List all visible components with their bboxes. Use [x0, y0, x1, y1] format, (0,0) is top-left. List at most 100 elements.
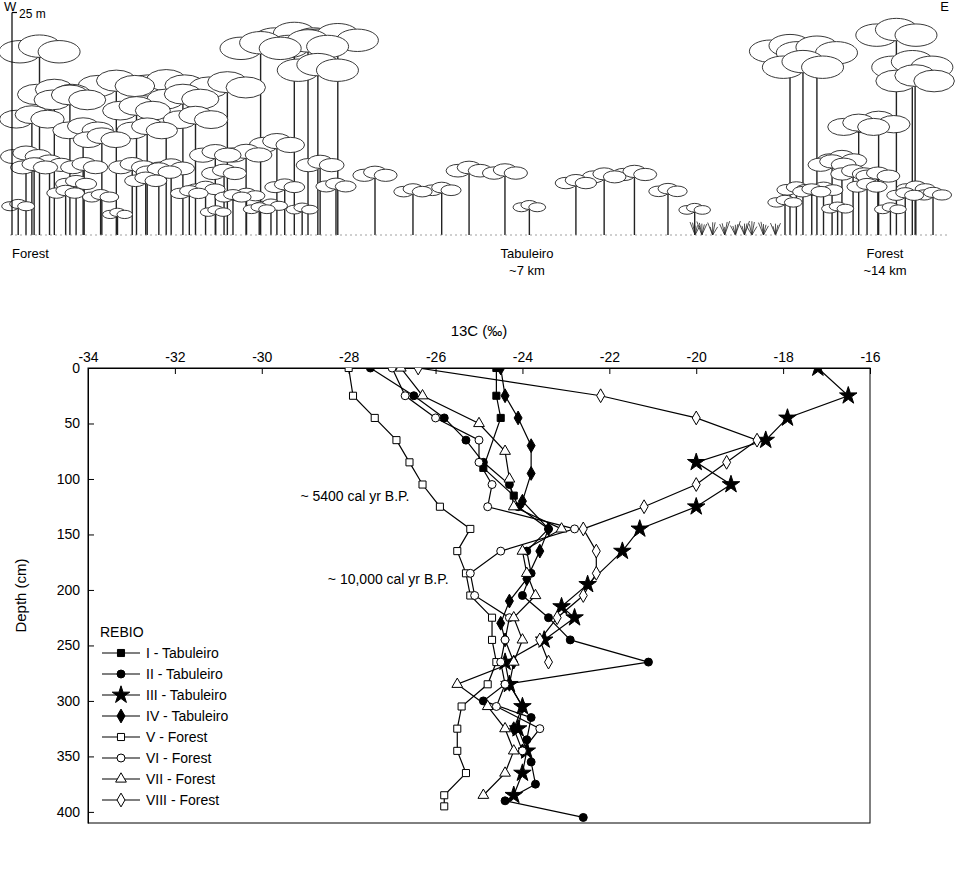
grass-blade — [752, 227, 757, 235]
marker — [553, 597, 570, 614]
tree — [876, 65, 955, 235]
marker — [505, 594, 513, 608]
legend-label: VIII - Forest — [146, 792, 219, 808]
legend-entry: VII - Forest — [102, 771, 215, 787]
tree — [286, 203, 318, 235]
trunk — [18, 205, 19, 235]
tree — [103, 97, 171, 235]
trunk — [468, 169, 469, 235]
series-markers — [414, 368, 761, 669]
marker — [536, 544, 544, 558]
legend-entry: VIII - Forest — [102, 792, 219, 808]
marker — [458, 703, 465, 710]
series-line — [370, 368, 648, 817]
x-tick: -28 — [339, 349, 359, 374]
grass-blade — [730, 226, 735, 235]
crown — [215, 208, 231, 216]
crown — [38, 41, 80, 63]
marker — [753, 433, 761, 447]
grass — [690, 222, 700, 235]
grass-blade — [702, 224, 707, 235]
crown — [18, 202, 35, 211]
trunk — [784, 201, 785, 235]
marker — [484, 503, 492, 511]
marker — [692, 478, 700, 492]
marker — [454, 725, 461, 732]
crown — [374, 169, 397, 181]
marker — [366, 368, 374, 372]
marker — [517, 634, 528, 643]
marker — [518, 592, 526, 600]
x-tick: -22 — [600, 349, 620, 374]
marker — [484, 681, 491, 688]
marker — [579, 522, 587, 536]
grass — [747, 221, 757, 235]
legend-entry: IV - Tabuleiro — [102, 708, 228, 724]
y-tick: 50 — [64, 415, 94, 431]
marker — [521, 567, 532, 576]
marker — [592, 566, 600, 580]
marker — [518, 494, 526, 508]
trunk — [932, 193, 933, 235]
trunk — [145, 179, 146, 235]
y-axis: 050100150200250300350400 — [57, 360, 94, 824]
x-tick-mark — [609, 368, 610, 374]
y-tick: 250 — [57, 637, 94, 653]
trunk — [33, 165, 34, 235]
legend-marker — [112, 686, 129, 703]
y-tick-label: 250 — [57, 637, 81, 653]
trunk — [284, 185, 285, 235]
marker — [592, 544, 600, 558]
crown — [101, 132, 131, 148]
x-tick-label: -26 — [426, 349, 446, 365]
grass-blade — [735, 221, 740, 235]
trunk — [412, 190, 413, 235]
grass — [770, 223, 780, 235]
x-tick-label: -16 — [860, 349, 880, 365]
crown — [932, 190, 951, 200]
marker — [508, 611, 519, 620]
y-tick-mark — [88, 756, 94, 757]
marker — [566, 636, 574, 644]
trunk — [101, 137, 102, 235]
tree — [125, 172, 167, 235]
crown — [69, 90, 106, 110]
legend-marker — [117, 733, 124, 740]
tree — [394, 184, 432, 235]
legend-label: VI - Forest — [146, 750, 211, 766]
marker — [401, 392, 409, 400]
crown — [575, 177, 596, 188]
trunk — [100, 196, 101, 235]
crown — [214, 148, 241, 162]
x-tick-label: -22 — [600, 349, 620, 365]
marker — [518, 747, 526, 755]
scale-label: 25 m — [19, 7, 46, 21]
legend-marker — [117, 709, 125, 723]
crown — [226, 77, 265, 98]
marker — [518, 700, 526, 714]
marker — [508, 656, 519, 665]
grass-blade — [758, 223, 763, 235]
crown — [603, 171, 626, 183]
marker — [504, 473, 515, 482]
y-tick-label: 0 — [72, 360, 80, 376]
marker — [566, 608, 583, 625]
plot-area — [345, 368, 857, 821]
marker — [471, 592, 479, 600]
crown — [115, 75, 155, 96]
trunk — [319, 163, 320, 235]
series-markers — [388, 368, 578, 755]
trunk — [504, 171, 505, 235]
y-tick: 150 — [57, 526, 94, 542]
y-tick-label: 50 — [64, 415, 80, 431]
series-markers — [497, 368, 553, 758]
series-markers — [496, 368, 857, 803]
legend-entry: III - Tabuleiro — [102, 686, 227, 703]
marker — [644, 658, 652, 666]
y-tick: 300 — [57, 693, 94, 709]
series-line — [392, 368, 574, 751]
series-markers — [345, 368, 500, 810]
trunk — [667, 190, 668, 235]
marker — [517, 545, 528, 554]
x-tick: -30 — [252, 349, 272, 374]
